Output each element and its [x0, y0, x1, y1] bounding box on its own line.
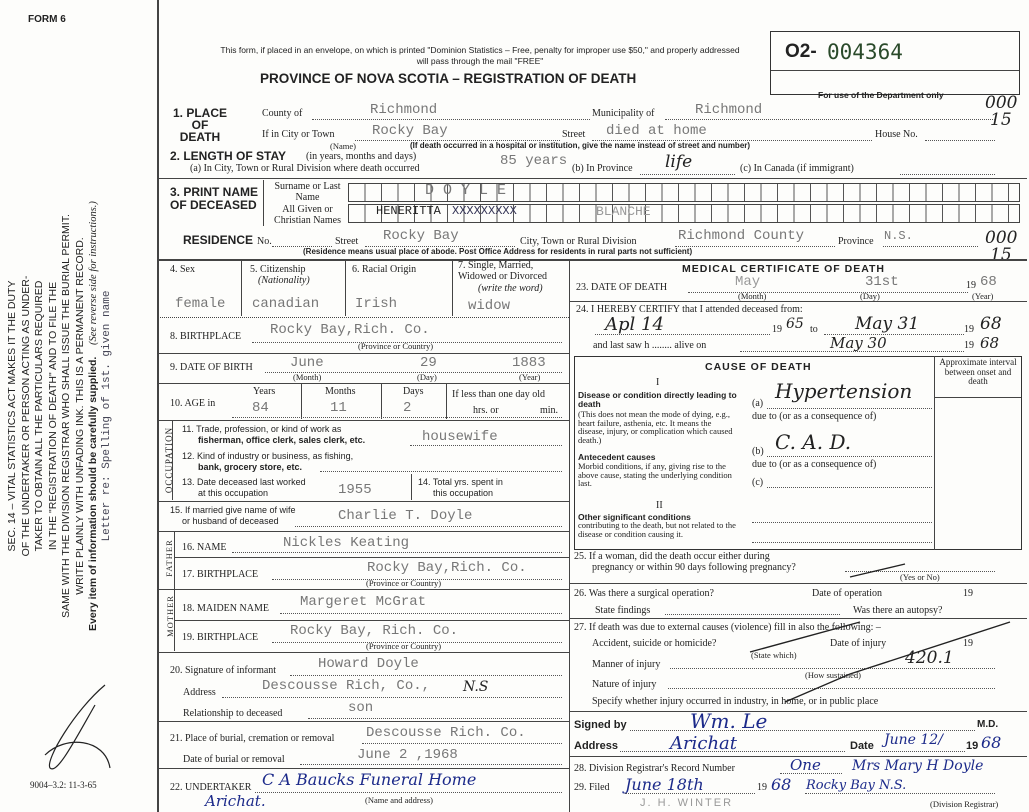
last-worked-value: 1955 [338, 482, 372, 498]
sex-value: female [175, 296, 226, 312]
county-value: Richmond [370, 102, 438, 118]
birthplace-value: Rocky Bay,Rich. Co. [270, 322, 430, 338]
age-days: 2 [403, 400, 412, 416]
surname-value: D O Y L E [425, 182, 507, 199]
stay-city-value: 85 years [500, 153, 568, 169]
city-value: Rocky Bay [372, 123, 448, 139]
residence-province: N.S. [884, 229, 913, 243]
street-value: died at home [606, 123, 707, 139]
given-name-2: BLANCHE [596, 204, 651, 219]
postal-notice: This form, if placed in an envelope, on … [220, 45, 740, 66]
dod-day: 31st [865, 274, 899, 290]
cause-b-value: C. A. D. [775, 430, 852, 454]
burial-place: Descousse Rich. Co. [366, 725, 526, 741]
print-code: 9004–3.2: 11-3-65 [30, 780, 97, 790]
surname-boxes [348, 183, 1020, 202]
dob-month: June [290, 355, 324, 371]
side-notice: SEC. 14 – VITAL STATISTICS ACT MAKES IT … [6, 146, 114, 686]
attended-from: Apl 14 [605, 314, 664, 335]
stay-province-value: life [665, 152, 693, 172]
mother-name: Margeret McGrat [300, 594, 427, 610]
strike-lines [749, 563, 1011, 703]
attended-to: May 31 [855, 314, 920, 334]
physician-address: Arichat [670, 733, 737, 754]
racial-origin-value: Irish [355, 296, 398, 312]
form-number: FORM 6 [28, 14, 66, 25]
marital-value: widow [468, 298, 511, 314]
spouse-value: Charlie T. Doyle [338, 508, 473, 524]
registration-box: O2- 004364 [770, 31, 1020, 95]
place-of-death-label: 1. PLACE OF DEATH [172, 106, 227, 144]
dod-month: May [735, 274, 761, 290]
burial-date: June 2 ,1968 [357, 747, 458, 763]
father-name: Nickles Keating [283, 535, 410, 551]
given-name-struck: XXXXXXXXX [452, 204, 517, 218]
cause-of-death-box [574, 356, 1022, 550]
given-name-value: HENERITTA [376, 204, 441, 218]
residence-street: Rocky Bay [383, 228, 459, 244]
division-registrar: Mrs Mary H Doyle [852, 758, 984, 774]
page-title: PROVINCE OF NOVA SCOTIA – REGISTRATION O… [260, 71, 637, 86]
typed-note: Letter re: Spelling of 1st. given name [100, 290, 113, 542]
given-name-boxes [348, 204, 1020, 223]
residence-city: Richmond County [678, 228, 805, 244]
undertaker-value: C A Baucks Funeral Home [262, 770, 477, 789]
age-years: 84 [252, 400, 269, 416]
trade-value: housewife [422, 429, 498, 445]
filed-date: June 18th [625, 775, 704, 794]
dob-day: 29 [420, 355, 437, 371]
injury-code: 420.1 [905, 648, 954, 668]
dob-year: 1883 [512, 355, 546, 371]
physician-signature: Wm. Le [690, 709, 768, 733]
record-number: One [790, 756, 821, 774]
father-birthplace: Rocky Bay,Rich. Co. [367, 560, 527, 576]
mother-birthplace: Rocky Bay, Rich. Co. [290, 623, 459, 639]
signature-date: June 12/ [884, 732, 943, 748]
last-saw-value: May 30 [830, 334, 887, 352]
relationship-value: son [348, 700, 374, 716]
registrar-stamp: J. H. WINTER [640, 797, 734, 809]
informant-name: Howard Doyle [318, 656, 419, 672]
citizenship-value: canadian [252, 296, 320, 312]
registration-number: 004364 [827, 40, 903, 64]
informant-address: Descousse Rich, Co., [262, 678, 431, 694]
dod-year: 68 [980, 274, 997, 290]
signature-scribble [44, 684, 111, 770]
municipality-value: Richmond [695, 102, 763, 118]
age-months: 11 [330, 400, 347, 416]
cause-a-value: Hypertension [775, 379, 913, 403]
